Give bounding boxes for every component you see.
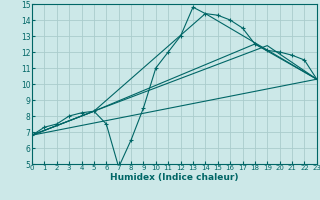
X-axis label: Humidex (Indice chaleur): Humidex (Indice chaleur)	[110, 173, 239, 182]
